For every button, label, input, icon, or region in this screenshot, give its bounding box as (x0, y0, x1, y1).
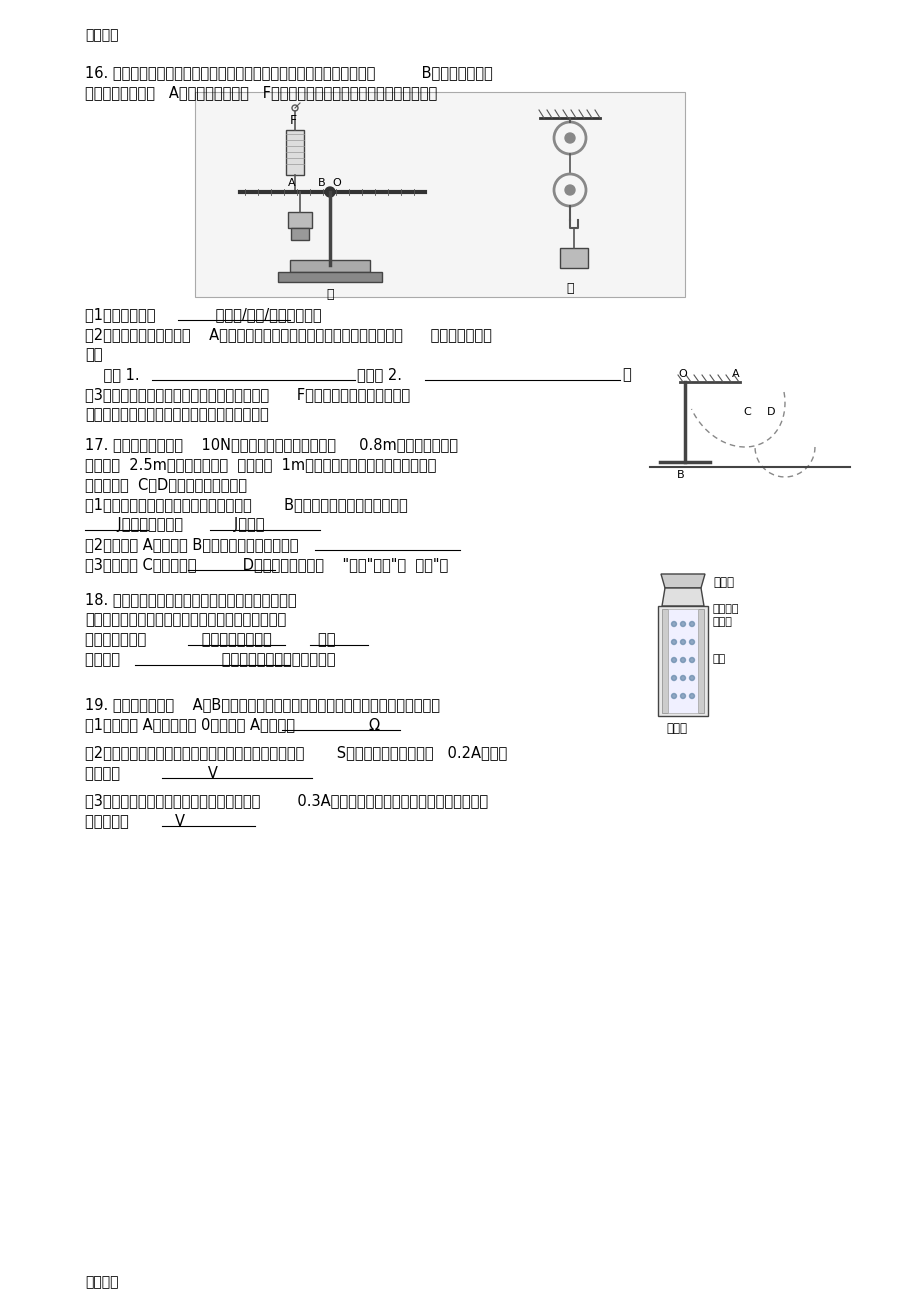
Bar (698, 609, 703, 713)
Bar (662, 609, 667, 713)
Text: B: B (676, 470, 684, 480)
Bar (560, 248, 587, 268)
Text: （2）把它们串联在电路中，如图（乙）所示。闭合开关       S，这时电流表的示数为   0.2A，则电: （2）把它们串联在电路中，如图（乙）所示。闭合开关 S，这时电流表的示数为 0.… (85, 745, 506, 760)
Text: 19. 有两个电路元件    A和B，流过元件的电流与其两端电压的关系如图（甲）所示。: 19. 有两个电路元件 A和B，流过元件的电流与其两端电压的关系如图（甲）所示。 (85, 697, 439, 711)
Text: ；方法 2.: ；方法 2. (357, 367, 402, 382)
Circle shape (671, 622, 675, 627)
Text: （2）小球从 A点运动到 B点过程不断增加的能量是: （2）小球从 A点运动到 B点过程不断增加的能量是 (85, 537, 391, 552)
Text: 精品文档: 精品文档 (85, 1276, 119, 1289)
Text: 镀银的双: 镀银的双 (712, 605, 739, 614)
Circle shape (680, 693, 685, 698)
Circle shape (671, 658, 675, 662)
Text: （3）改用滑轮组，尝试以甲图同样大小的拉力      F提升相同重量的钩码。忽略: （3）改用滑轮组，尝试以甲图同样大小的拉力 F提升相同重量的钩码。忽略 (85, 387, 410, 403)
Polygon shape (662, 588, 703, 606)
Circle shape (680, 622, 685, 627)
Circle shape (324, 188, 335, 197)
Circle shape (671, 675, 675, 680)
Text: B: B (318, 179, 325, 188)
Bar (278, 272, 381, 281)
Bar (289, 261, 369, 272)
Text: （1）小球从桌面上滚动到第一次接触地面       B点的过程中，桌面支持力做了: （1）小球从桌面上滚动到第一次接触地面 B点的过程中，桌面支持力做了 (85, 496, 407, 512)
Text: 热水瓶: 热水瓶 (665, 722, 686, 735)
Text: F: F (289, 113, 297, 126)
Text: （1）该杠杆属于             （省力/费力/等臂）杠杆；: （1）该杠杆属于 （省力/费力/等臂）杠杆； (85, 308, 322, 322)
Bar (195, 93, 685, 297)
Text: 源电压是                   V: 源电压是 V (85, 765, 218, 780)
Text: J的功，重力做了           J的功；: J的功，重力做了 J的功； (85, 517, 265, 532)
Text: 方法 1.: 方法 1. (85, 367, 140, 382)
Circle shape (671, 693, 675, 698)
Text: 程中瓶内气体的            能转化为软木塞的          能。: 程中瓶内气体的 能转化为软木塞的 能。 (85, 632, 335, 648)
Text: 最高电压是          V: 最高电压是 V (85, 813, 185, 827)
Circle shape (688, 658, 694, 662)
Text: 17. 如图所示是一重为    10N的小球在水平桌面上滚动了     0.8m后离开桌面落到: 17. 如图所示是一重为 10N的小球在水平桌面上滚动了 0.8m后离开桌面落到 (85, 437, 458, 452)
Text: C: C (743, 407, 750, 417)
Text: 层玻璃: 层玻璃 (712, 618, 732, 627)
Circle shape (680, 675, 685, 680)
Text: 16. 用刻度均匀的均质杠杆开展探究活动，杠杆中心置于支架上，悬挂点          B上挂上钩码，弹: 16. 用刻度均匀的均质杠杆开展探究活动，杠杆中心置于支架上，悬挂点 B上挂上钩… (85, 65, 493, 79)
Text: 软木塞: 软木塞 (712, 576, 733, 589)
Text: O: O (332, 179, 340, 188)
Circle shape (688, 640, 694, 645)
Bar (290, 228, 309, 240)
Text: 机械器材自重和摩擦，请在右图画出绕绳方法。: 机械器材自重和摩擦，请在右图画出绕绳方法。 (85, 407, 268, 422)
Text: （3）小球在 C点的机械能          D点的机械能（选填    "大于"小于"或  等于"）: （3）小球在 C点的机械能 D点的机械能（选填 "大于"小于"或 等于"） (85, 556, 448, 572)
Text: 真空: 真空 (712, 654, 725, 665)
Text: 精品文档: 精品文档 (85, 27, 119, 42)
Circle shape (688, 693, 694, 698)
Bar (286, 130, 303, 175)
Circle shape (688, 675, 694, 680)
Circle shape (680, 640, 685, 645)
Text: （1）当元件 A两端电压为 0时，元件 A的阻值是                Ω: （1）当元件 A两端电压为 0时，元件 A的阻值是 Ω (85, 717, 380, 732)
Text: A: A (288, 179, 295, 188)
Text: （2）保持弹簧测力计挂钩    A点位置不变，可使弹簧测力计示数增加的方法：      （请写出两个方: （2）保持弹簧测力计挂钩 A点位置不变，可使弹簧测力计示数增加的方法： （请写出… (85, 327, 492, 341)
Text: 汽油机的                      冲程也发生同样的能量转化。: 汽油机的 冲程也发生同样的能量转化。 (85, 652, 335, 667)
Text: 簧测力计在悬挂点   A竖直向上施加动力   F使杠杆在水平位置保持静止，如图甲所示。: 簧测力计在悬挂点 A竖直向上施加动力 F使杠杆在水平位置保持静止，如图甲所示。 (85, 85, 437, 100)
Text: 法）: 法） (85, 347, 102, 362)
Text: 甲: 甲 (326, 288, 334, 301)
Circle shape (564, 133, 574, 143)
Text: （3）如果这两个元件允许通过最大电流均为        0.3A，若把它们同时并联在同一电路中，电源: （3）如果这两个元件允许通过最大电流均为 0.3A，若把它们同时并联在同一电路中… (85, 794, 488, 808)
Text: 热水后，立即盖上软木塞，软木塞会跳起来。这一过: 热水后，立即盖上软木塞，软木塞会跳起来。这一过 (85, 612, 286, 627)
Text: 18. 如图所示为生活中常用的热水瓶。注入一定量的: 18. 如图所示为生活中常用的热水瓶。注入一定量的 (85, 592, 296, 607)
Circle shape (688, 622, 694, 627)
Text: D: D (766, 407, 775, 417)
Text: A: A (732, 369, 739, 379)
Text: 距离桌子  2.5m的地面的过程。  若桌面高  1m，图中虚线所示为小球下落过程的: 距离桌子 2.5m的地面的过程。 若桌面高 1m，图中虚线所示为小球下落过程的 (85, 457, 436, 472)
Text: 乙: 乙 (565, 281, 573, 294)
Bar (667, 609, 698, 713)
Bar (657, 606, 708, 717)
Bar (288, 212, 312, 228)
Circle shape (564, 185, 574, 195)
Circle shape (671, 640, 675, 645)
Text: 轨迹，其中  C、D是同一高度的两点；: 轨迹，其中 C、D是同一高度的两点； (85, 477, 246, 493)
Text: O: O (677, 369, 686, 379)
Text: ；: ； (621, 367, 630, 382)
Circle shape (680, 658, 685, 662)
Polygon shape (660, 575, 704, 588)
